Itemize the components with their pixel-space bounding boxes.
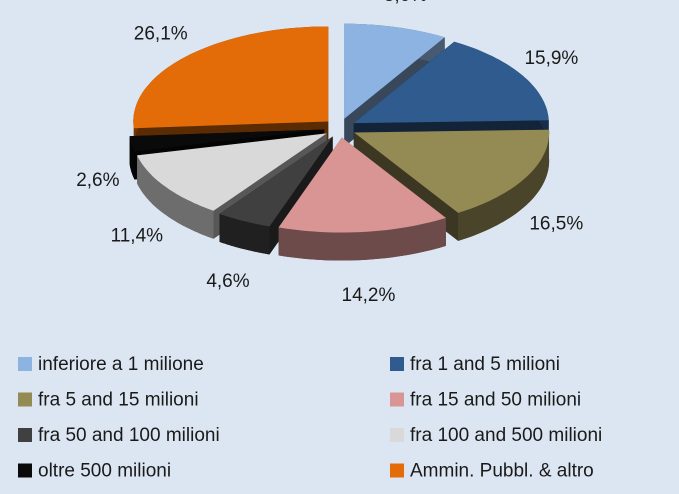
slice-top <box>129 129 325 152</box>
data-label: 4,6% <box>206 271 249 292</box>
slice-top <box>278 137 446 233</box>
data-label: 16,5% <box>529 213 583 234</box>
slice-side <box>129 136 135 180</box>
slice-top <box>354 129 550 213</box>
slice-top <box>137 133 327 211</box>
legend-swatch <box>18 428 32 442</box>
data-label: 8,6% <box>384 0 427 6</box>
legend-swatch <box>390 428 404 442</box>
legend-label: fra 5 and 15 milioni <box>38 390 199 411</box>
legend-label: oltre 500 milioni <box>38 461 171 482</box>
pie-slice <box>278 137 446 261</box>
legend-swatch <box>390 392 404 407</box>
legend-label: Ammin. Pubbl. & altro <box>410 461 594 482</box>
legend-label: inferiore a 1 milione <box>38 354 204 375</box>
legend-swatch <box>18 357 32 371</box>
data-label: 2,6% <box>76 170 119 191</box>
data-label: 14,2% <box>342 285 396 306</box>
slice-top <box>344 23 445 119</box>
pie-slice <box>133 26 329 157</box>
legend-label: fra 100 and 500 milioni <box>410 425 602 446</box>
legend-label: fra 15 and 50 milioni <box>410 390 581 411</box>
slice-side <box>137 155 214 239</box>
legend-label: fra 1 and 5 milioni <box>410 354 560 375</box>
pie-slice <box>354 129 550 241</box>
slice-top <box>133 26 329 129</box>
legend-swatch <box>18 392 32 407</box>
legend-label: fra 50 and 100 milioni <box>38 425 220 446</box>
slice-side <box>458 129 550 241</box>
legend-swatch <box>18 463 32 478</box>
data-label: 11,4% <box>111 226 164 247</box>
slice-top <box>353 41 549 124</box>
legend-swatch <box>390 357 404 371</box>
legend-swatch <box>390 463 404 478</box>
data-label: 15,9% <box>524 48 578 69</box>
slice-side <box>278 217 446 261</box>
slice-top <box>219 136 333 227</box>
slice-side <box>219 213 270 255</box>
data-label: 26,1% <box>134 24 188 45</box>
